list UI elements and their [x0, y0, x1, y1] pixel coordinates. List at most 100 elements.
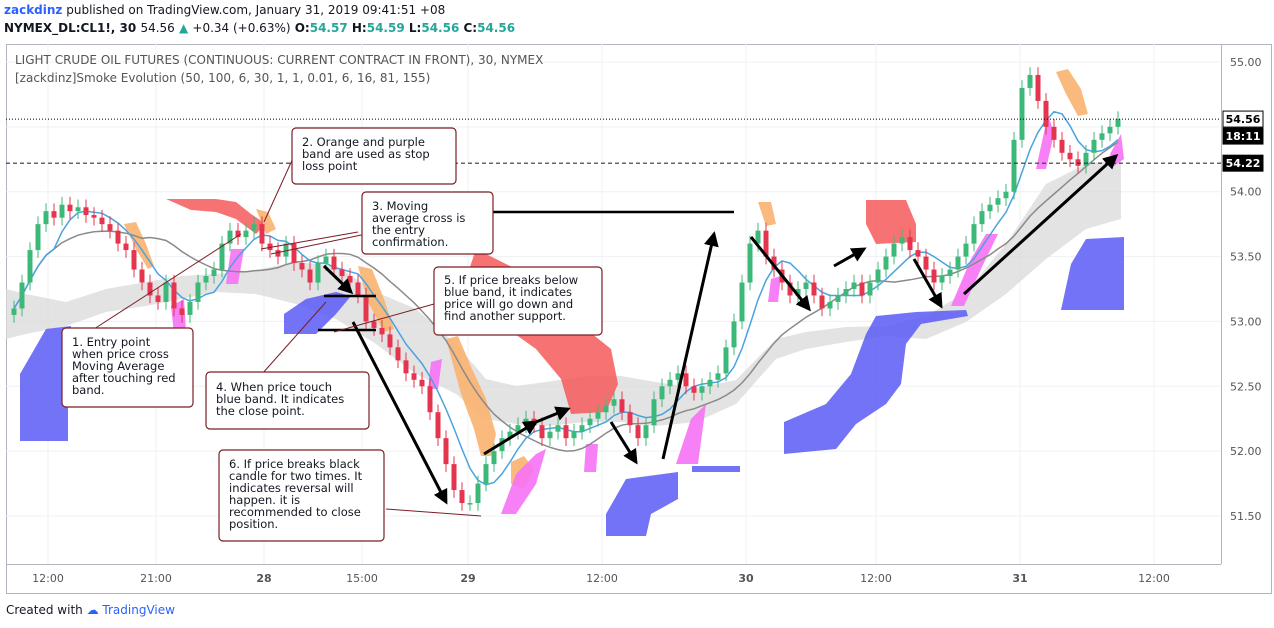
annotations: 1. Entry point when price cross Moving Ave… [61, 127, 603, 542]
candle-body [515, 425, 521, 432]
candle-body [547, 431, 553, 439]
candle-body [363, 295, 369, 322]
tradingview-brand[interactable]: TradingView [102, 603, 175, 617]
candle-body [91, 215, 97, 218]
candle-body [827, 301, 833, 309]
candle-body [955, 256, 961, 270]
candle-body [227, 230, 233, 244]
quote-line: NYMEX_DL:CL1!, 30 54.56 ▲ +0.34 (+0.63%)… [4, 21, 515, 36]
low-label: L: [408, 21, 422, 35]
countdown-tag-bg [1222, 127, 1264, 145]
candle-body [675, 373, 681, 380]
y-tick-label: 55.00 [1230, 56, 1262, 69]
candle-body [315, 263, 321, 283]
candle-body [555, 425, 561, 432]
candle-body [835, 295, 841, 302]
candle-body [523, 418, 529, 426]
candle-body [643, 425, 649, 439]
last-price: 54.56 [140, 21, 175, 35]
annotation-2: 2. Orange and purple band are used as sto… [291, 127, 457, 185]
x-tick-label: 21:00 [140, 572, 172, 585]
x-tick-label: 12:00 [860, 572, 892, 585]
author-link[interactable]: zackdinz [4, 3, 63, 17]
candle-body [1035, 74, 1041, 101]
magenta-band-8 [951, 234, 998, 306]
annotation-4: 4. When price touch blue band. It indicat… [205, 371, 370, 430]
candle-body [171, 282, 177, 309]
candle-body [331, 256, 337, 270]
candle-body [275, 250, 281, 257]
candle-body [939, 276, 945, 283]
arrow-10 [962, 153, 1119, 296]
candle-body [403, 360, 409, 374]
y-tick-label: 51.50 [1230, 510, 1262, 523]
blue-band-3 [606, 472, 678, 536]
arrow-5 [609, 421, 638, 465]
candle-body [411, 373, 417, 380]
orange-band-7 [1056, 69, 1088, 116]
candle-body [243, 230, 249, 238]
orange-band-2 [256, 209, 276, 234]
level-price-tag: 54.22 [1226, 157, 1261, 170]
close-value: 54.56 [477, 21, 516, 35]
chart-area[interactable]: 55.0054.5054.0053.5053.0052.5052.0051.50… [6, 44, 1272, 594]
candle-body [1115, 119, 1121, 127]
annotation-6: 6. If price breaks black candle for two t… [218, 449, 385, 542]
candle-body [59, 204, 65, 218]
candle-body [971, 224, 977, 244]
countdown-tag: 18:11 [1225, 130, 1260, 143]
candle-body [699, 386, 705, 393]
candle-body [147, 282, 153, 296]
blue-band-4 [692, 466, 740, 472]
candle-body [1043, 100, 1049, 127]
magenta-band-9 [1036, 114, 1054, 169]
high-value: 54.59 [366, 21, 405, 35]
tradingview-logo-icon: ☁ [86, 603, 99, 617]
candle-body [219, 243, 225, 270]
trend-arrows [322, 153, 1119, 505]
magenta-band-3 [428, 359, 442, 389]
candle-body [35, 224, 41, 251]
candle-body [483, 464, 489, 484]
candle-body [203, 276, 209, 283]
candle-body [307, 269, 313, 283]
candle-body [923, 256, 929, 270]
candle-body [107, 224, 113, 231]
candle-body [851, 282, 857, 289]
candle-body [587, 418, 593, 426]
arrow-8 [833, 247, 867, 268]
blue-band-1 [20, 326, 71, 441]
candle-body [75, 207, 81, 212]
magenta-band-7 [768, 276, 781, 302]
candle-body [1019, 87, 1025, 140]
chart-legend-title: LIGHT CRUDE OIL FUTURES (CONTINUOUS: CUR… [15, 53, 543, 67]
arrow-7 [749, 236, 811, 312]
candle-body [123, 243, 129, 251]
candle-body [299, 263, 305, 270]
close-label: C: [463, 21, 478, 35]
candle-body [435, 412, 441, 439]
arrow-3 [483, 420, 539, 456]
candle-body [251, 224, 257, 231]
footer: Created with ☁ TradingView [6, 603, 175, 617]
candle-body [907, 237, 913, 251]
red-band-1 [166, 199, 266, 234]
candle-body [843, 289, 849, 296]
candle-body [659, 386, 665, 400]
magenta-band-5 [584, 444, 598, 472]
candle-body [755, 230, 761, 244]
candle-body [891, 243, 897, 257]
candle-body [163, 282, 169, 302]
price-tags: 54.56 18:11 54.22 [1222, 110, 1264, 172]
candle-body [355, 282, 361, 296]
open-value: 54.57 [309, 21, 348, 35]
chart-legend-indicator: [zackdinz]Smoke Evolution (50, 100, 6, 3… [15, 71, 430, 85]
candle-body [771, 256, 777, 270]
candle-body [339, 269, 345, 277]
candle-body [883, 256, 889, 270]
candle-body [1091, 139, 1097, 153]
candle-body [795, 289, 801, 296]
